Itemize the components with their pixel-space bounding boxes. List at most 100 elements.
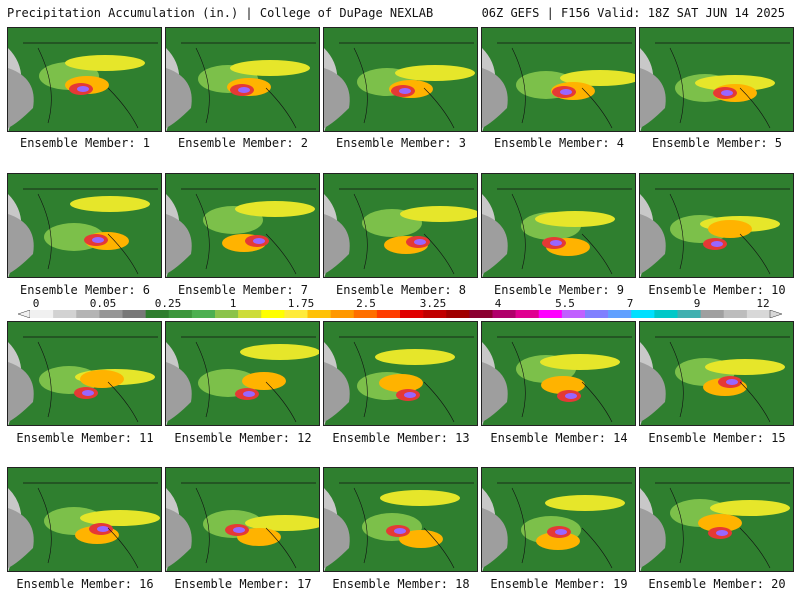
colorbar-tick-label: 7 xyxy=(626,297,634,310)
precip-map-icon xyxy=(8,468,161,571)
precip-map-icon xyxy=(166,174,319,277)
precip-map-icon xyxy=(482,174,635,277)
colorbar-segment xyxy=(585,310,609,318)
ensemble-member-caption: Ensemble Member: 4 xyxy=(493,136,625,150)
ensemble-panel-1 xyxy=(7,27,162,132)
colorbar-tick-label: 3.25 xyxy=(419,297,447,310)
colorbar-segment xyxy=(400,310,424,318)
colorbar-strip xyxy=(18,310,782,318)
valid-time: 06Z GEFS | F156 Valid: 18Z SAT JUN 14 20… xyxy=(481,6,785,20)
colorbar-segment xyxy=(215,310,239,318)
ensemble-panel-2 xyxy=(165,27,320,132)
ensemble-member-caption: Ensemble Member: 1 xyxy=(19,136,151,150)
colorbar-segment xyxy=(168,310,193,318)
colorbar-segment xyxy=(122,310,146,318)
ensemble-panel-19 xyxy=(481,467,636,572)
precip-map-icon xyxy=(324,468,477,571)
ensemble-panel-7 xyxy=(165,173,320,278)
colorbar-tick-label: 0.25 xyxy=(154,297,182,310)
map-title: Precipitation Accumulation (in.) | Colle… xyxy=(7,6,434,20)
ensemble-panel-11 xyxy=(7,321,162,426)
precip-map-icon xyxy=(640,28,793,131)
colorbar-segment xyxy=(353,310,378,318)
ensemble-panel-16 xyxy=(7,467,162,572)
colorbar-segment xyxy=(30,310,54,318)
precip-map-icon xyxy=(166,322,319,425)
precip-map-icon xyxy=(640,174,793,277)
ensemble-panel-5 xyxy=(639,27,794,132)
precip-map-icon xyxy=(482,322,635,425)
colorbar-tick-label: 1 xyxy=(229,297,237,310)
ensemble-member-caption: Ensemble Member: 14 xyxy=(490,431,628,445)
ensemble-panel-3 xyxy=(323,27,478,132)
colorbar-left-arrow xyxy=(18,310,31,318)
colorbar-segment xyxy=(191,310,216,318)
ensemble-panel-14 xyxy=(481,321,636,426)
ensemble-member-caption: Ensemble Member: 17 xyxy=(174,577,312,591)
precip-map-icon xyxy=(8,28,161,131)
ensemble-panel-8 xyxy=(323,173,478,278)
ensemble-member-caption: Ensemble Member: 13 xyxy=(332,431,470,445)
ensemble-panel-9 xyxy=(481,173,636,278)
ensemble-panel-18 xyxy=(323,467,478,572)
colorbar-tick-label: 2.5 xyxy=(356,297,376,310)
ensemble-panel-20 xyxy=(639,467,794,572)
colorbar-segment xyxy=(307,310,331,318)
colorbar-segment xyxy=(515,310,540,318)
colorbar-segment xyxy=(538,310,563,318)
precip-map-icon xyxy=(640,322,793,425)
precip-map-icon xyxy=(324,28,477,131)
ensemble-member-caption: Ensemble Member: 12 xyxy=(174,431,312,445)
ensemble-member-caption: Ensemble Member: 6 xyxy=(19,283,151,297)
colorbar-segment xyxy=(492,310,516,318)
colorbar-segment xyxy=(284,310,308,318)
colorbar-segment xyxy=(446,310,470,318)
colorbar-tick-label: 0.05 xyxy=(89,297,117,310)
ensemble-member-caption: Ensemble Member: 9 xyxy=(493,283,625,297)
colorbar-tick-label: 9 xyxy=(693,297,701,310)
ensemble-member-caption: Ensemble Member: 10 xyxy=(648,283,786,297)
ensemble-member-caption: Ensemble Member: 8 xyxy=(335,283,467,297)
colorbar-right-arrow xyxy=(769,310,782,318)
colorbar-segment xyxy=(99,310,123,318)
colorbar-segment xyxy=(723,310,748,318)
ensemble-panel-10 xyxy=(639,173,794,278)
colorbar-tick-label: 1.75 xyxy=(287,297,315,310)
ensemble-member-caption: Ensemble Member: 2 xyxy=(177,136,309,150)
precip-map-icon xyxy=(482,468,635,571)
colorbar-tick-label: 4 xyxy=(494,297,502,310)
colorbar-tick-label: 0 xyxy=(32,297,40,310)
colorbar-segment xyxy=(145,310,170,318)
ensemble-member-caption: Ensemble Member: 7 xyxy=(177,283,309,297)
ensemble-member-caption: Ensemble Member: 3 xyxy=(335,136,467,150)
precip-map-icon xyxy=(482,28,635,131)
precip-map-icon xyxy=(166,468,319,571)
ensemble-member-caption: Ensemble Member: 15 xyxy=(648,431,786,445)
ensemble-panel-13 xyxy=(323,321,478,426)
precip-map-icon xyxy=(640,468,793,571)
ensemble-member-caption: Ensemble Member: 16 xyxy=(16,577,154,591)
colorbar-segment xyxy=(608,310,632,318)
ensemble-member-caption: Ensemble Member: 5 xyxy=(651,136,783,150)
precip-map-icon xyxy=(324,174,477,277)
ensemble-member-caption: Ensemble Member: 11 xyxy=(16,431,154,445)
ensemble-member-caption: Ensemble Member: 19 xyxy=(490,577,628,591)
precip-map-icon xyxy=(324,322,477,425)
ensemble-panel-4 xyxy=(481,27,636,132)
colorbar: 0 0.05 0.25 1 1.75 2.5 3.25 4 5.5 7 9 12 xyxy=(0,297,800,321)
colorbar-segment xyxy=(700,310,725,318)
ensemble-panel-15 xyxy=(639,321,794,426)
ensemble-panel-17 xyxy=(165,467,320,572)
colorbar-segment xyxy=(261,310,285,318)
ensemble-member-caption: Ensemble Member: 20 xyxy=(648,577,786,591)
colorbar-tick-label: 5.5 xyxy=(555,297,575,310)
colorbar-segment xyxy=(654,310,678,318)
ensemble-panel-12 xyxy=(165,321,320,426)
colorbar-segment xyxy=(746,310,771,318)
precip-map-icon xyxy=(166,28,319,131)
colorbar-segment xyxy=(238,310,262,318)
ensemble-member-caption: Ensemble Member: 18 xyxy=(332,577,470,591)
precip-map-icon xyxy=(8,174,161,277)
colorbar-segment xyxy=(423,310,447,318)
colorbar-tick-label: 12 xyxy=(756,297,770,310)
